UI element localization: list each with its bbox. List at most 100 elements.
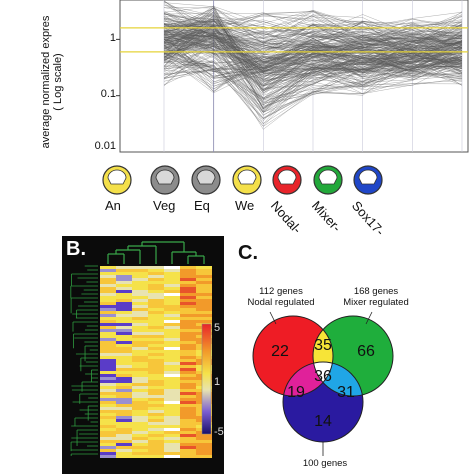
heatmap-cell — [116, 350, 132, 353]
heatmap-cell — [116, 341, 132, 344]
heatmap-cell — [148, 326, 164, 329]
heatmap-cell — [132, 446, 148, 449]
heatmap-cell — [116, 335, 132, 338]
heatmap-cell — [164, 407, 180, 410]
condition-label: We — [235, 198, 255, 213]
gene-profile-line — [163, 33, 463, 70]
heatmap-cell — [196, 455, 212, 458]
heatmap-cell — [116, 392, 132, 395]
heatmap-cell — [132, 428, 148, 431]
heatmap-cell — [132, 323, 148, 326]
heatmap-cell — [180, 341, 196, 344]
sox-caption: 100 genes — [302, 458, 348, 469]
heatmap-cell — [164, 296, 180, 299]
heatmap-cell — [100, 395, 116, 398]
gene-profile-line — [163, 21, 463, 69]
heatmap-cell — [116, 410, 132, 413]
heatmap-cell — [196, 266, 212, 269]
heatmap-cell — [196, 296, 212, 299]
heatmap-cell — [132, 326, 148, 329]
heatmap-cell — [164, 383, 180, 386]
heatmap-cell — [132, 362, 148, 365]
heatmap-cell — [148, 320, 164, 323]
heatmap-cell — [164, 311, 180, 314]
heatmap-cell — [116, 371, 132, 374]
heatmap-cell — [116, 437, 132, 440]
venn-diagram — [252, 311, 394, 456]
heatmap-cell — [100, 344, 116, 347]
heatmap-cell — [132, 335, 148, 338]
heatmap-cell — [196, 272, 212, 275]
heatmap-cell — [164, 266, 180, 269]
heatmap-cell — [132, 431, 148, 434]
heatmap-cell — [132, 434, 148, 437]
heatmap-cell — [148, 356, 164, 359]
heatmap-cell — [180, 437, 196, 440]
condition-label: Mixer- — [308, 198, 345, 235]
heatmap-cell — [164, 275, 180, 278]
heatmap-cell — [148, 455, 164, 458]
heatmap-cell — [100, 341, 116, 344]
heatmap-cell — [132, 425, 148, 428]
venn-overlap-nodal-sox — [283, 362, 333, 396]
heatmap-cell — [100, 329, 116, 332]
gene-profile-line — [163, 12, 463, 92]
heatmap-cell — [180, 287, 196, 290]
heatmap-cell — [180, 311, 196, 314]
heatmap-cell — [116, 428, 132, 431]
heatmap-cell — [164, 350, 180, 353]
heatmap-cell — [100, 332, 116, 335]
heatmap-cell — [100, 380, 116, 383]
heatmap-cell — [100, 452, 116, 455]
heatmap-cell — [100, 413, 116, 416]
heatmap-cell — [100, 422, 116, 425]
heatmap-cell — [116, 422, 132, 425]
gene-profile-line — [163, 33, 463, 91]
heatmap-cell — [100, 347, 116, 350]
mixer-caption-pointer — [365, 311, 373, 325]
heatmap-cell — [164, 377, 180, 380]
heatmap-cell — [116, 311, 132, 314]
heatmap-cell — [196, 437, 212, 440]
heatmap-cell — [100, 284, 116, 287]
heatmap-cell — [116, 293, 132, 296]
gene-profile-line — [163, 52, 463, 127]
heatmap-cell — [148, 341, 164, 344]
panel-b-heatmap: B. 5 1 -5 — [62, 236, 224, 474]
heatmap-cell — [180, 371, 196, 374]
heatmap-cell — [100, 320, 116, 323]
heatmap-cell — [180, 392, 196, 395]
heatmap-cell — [196, 440, 212, 443]
colorbar-tick-label: -5 — [214, 426, 224, 438]
heatmap-cell — [116, 326, 132, 329]
heatmap-cell — [180, 419, 196, 422]
heatmap-cell — [100, 419, 116, 422]
heatmap-cell — [180, 266, 196, 269]
panel-b-letter: B. — [66, 238, 86, 260]
heatmap-cell — [164, 404, 180, 407]
heatmap-cells — [100, 266, 212, 458]
heatmap-cell — [148, 401, 164, 404]
heatmap-cell — [116, 320, 132, 323]
heatmap-cell — [164, 305, 180, 308]
heatmap-cell — [132, 293, 148, 296]
heatmap-cell — [180, 422, 196, 425]
condition-label: Nodal- — [267, 198, 305, 237]
heatmap-cell — [116, 455, 132, 458]
heatmap-cell — [116, 383, 132, 386]
heatmap-cell — [116, 413, 132, 416]
heatmap-cell — [196, 305, 212, 308]
heatmap-cell — [180, 335, 196, 338]
gene-profile-line — [163, 30, 463, 68]
heatmap-cell — [132, 356, 148, 359]
heatmap-cell — [100, 335, 116, 338]
heatmap-cell — [116, 380, 132, 383]
heatmap-cell — [116, 386, 132, 389]
heatmap-cell — [116, 278, 132, 281]
heatmap-cell — [132, 365, 148, 368]
heatmap-cell — [132, 272, 148, 275]
heatmap-cell — [100, 398, 116, 401]
heatmap-cell — [148, 383, 164, 386]
heatmap-cell — [180, 401, 196, 404]
heatmap-cell — [164, 374, 180, 377]
